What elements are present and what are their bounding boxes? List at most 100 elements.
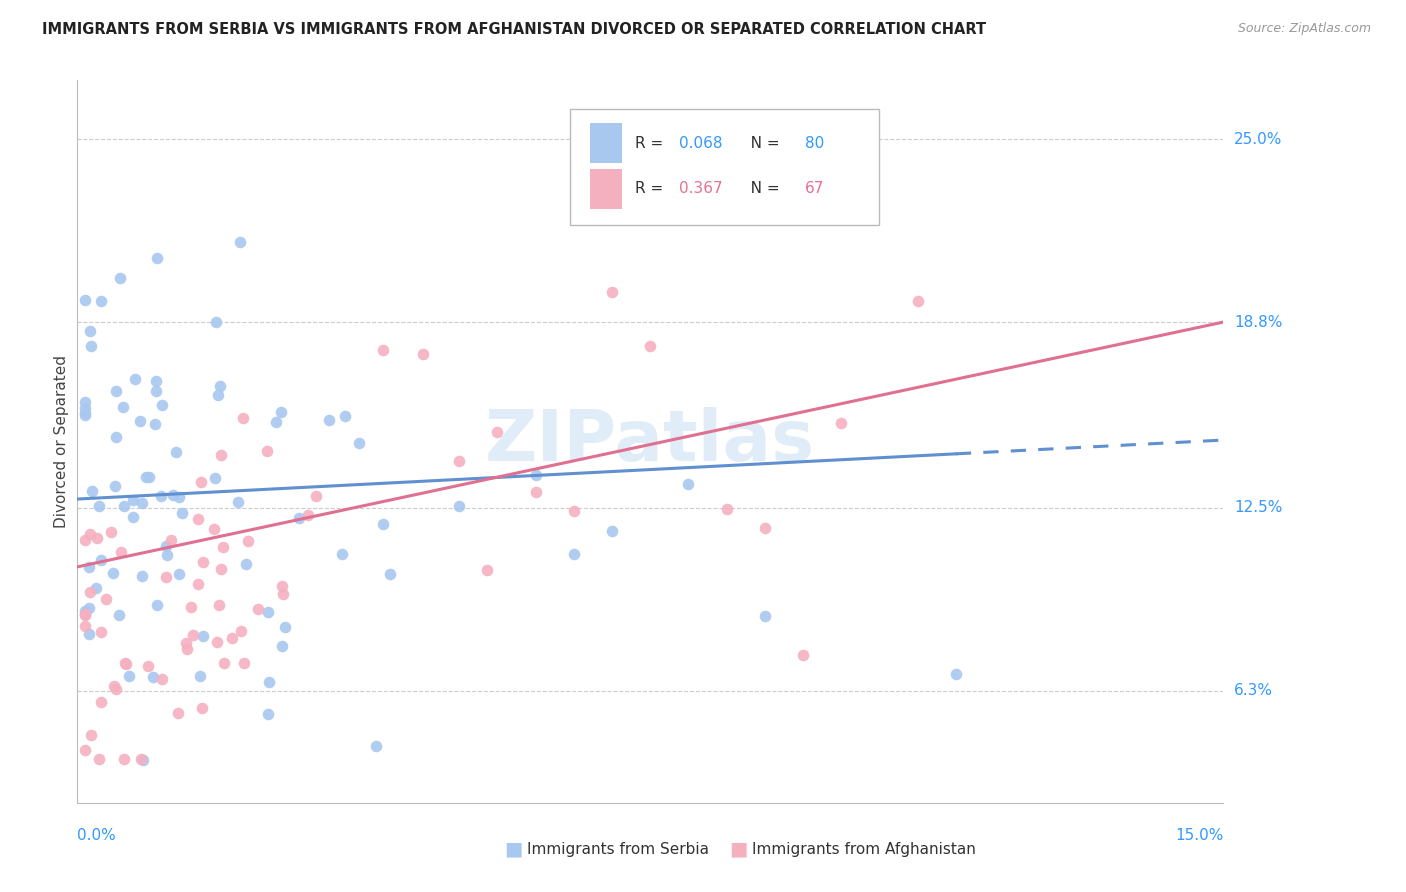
Point [256, 443, 278, 458]
Point [270, 639, 292, 653]
Point [257, 707, 280, 722]
Text: 0.367: 0.367 [679, 181, 723, 196]
Text: 0.068: 0.068 [679, 136, 723, 151]
Point [166, 706, 188, 721]
Point [226, 495, 249, 509]
Point [143, 417, 166, 431]
Point [145, 374, 167, 388]
Point [162, 488, 184, 502]
Point [211, 448, 233, 462]
FancyBboxPatch shape [589, 169, 621, 209]
Point [129, 414, 152, 428]
Point [412, 347, 434, 361]
Point [89, 751, 111, 765]
Text: 0.0%: 0.0% [77, 828, 117, 843]
Point [678, 476, 700, 491]
Point [257, 675, 280, 690]
Point [105, 682, 128, 697]
Point [87, 499, 110, 513]
Text: R =: R = [636, 181, 668, 196]
Point [270, 579, 292, 593]
Point [146, 598, 169, 612]
Text: 15.0%: 15.0% [1175, 828, 1223, 843]
Point [170, 506, 193, 520]
Point [117, 669, 139, 683]
Point [79, 585, 101, 599]
Point [108, 271, 131, 285]
Point [181, 628, 204, 642]
Point [165, 445, 187, 459]
Point [792, 648, 814, 663]
Point [104, 430, 127, 444]
Point [232, 411, 254, 425]
Point [235, 557, 257, 571]
Point [82, 483, 104, 498]
Point [167, 490, 190, 504]
Point [103, 679, 125, 693]
Point [100, 524, 122, 539]
Point [77, 601, 100, 615]
Point [77, 626, 100, 640]
Text: 25.0%: 25.0% [1234, 132, 1282, 147]
Point [136, 659, 159, 673]
Point [156, 548, 179, 562]
Point [562, 504, 585, 518]
Point [90, 553, 112, 567]
Point [112, 500, 135, 514]
Point [73, 408, 96, 422]
Point [131, 753, 153, 767]
Point [231, 624, 253, 638]
Point [191, 629, 214, 643]
Point [208, 598, 231, 612]
Point [236, 534, 259, 549]
Point [155, 539, 177, 553]
Point [73, 604, 96, 618]
Point [205, 634, 228, 648]
Point [124, 372, 146, 386]
Point [600, 524, 623, 539]
Text: N =: N = [737, 181, 785, 196]
Point [94, 592, 117, 607]
Point [152, 673, 174, 687]
Point [562, 547, 585, 561]
Point [101, 566, 124, 580]
Point [150, 489, 173, 503]
Point [167, 566, 190, 581]
Point [347, 435, 370, 450]
Point [104, 479, 127, 493]
Point [176, 642, 198, 657]
Point [449, 454, 471, 468]
Point [146, 252, 169, 266]
Point [73, 293, 96, 307]
Point [79, 527, 101, 541]
Text: Immigrants from Serbia: Immigrants from Serbia [527, 842, 709, 856]
Point [318, 413, 340, 427]
Point [121, 510, 143, 524]
Point [135, 470, 157, 484]
Point [202, 522, 225, 536]
Point [475, 563, 498, 577]
Point [190, 475, 212, 489]
Point [159, 533, 181, 547]
Point [180, 599, 202, 614]
Point [104, 384, 127, 398]
Point [73, 533, 96, 547]
Point [640, 339, 662, 353]
Point [207, 388, 229, 402]
Point [73, 394, 96, 409]
Point [174, 636, 197, 650]
Point [90, 294, 112, 309]
Point [114, 657, 136, 672]
Point [221, 632, 243, 646]
Point [716, 502, 738, 516]
Point [114, 657, 136, 671]
Text: 67: 67 [806, 181, 824, 196]
Y-axis label: Divorced or Separated: Divorced or Separated [53, 355, 69, 528]
Point [73, 607, 96, 622]
Point [191, 700, 214, 714]
Point [754, 521, 776, 535]
Text: R =: R = [636, 136, 668, 151]
Point [270, 405, 292, 419]
Point [209, 378, 232, 392]
Point [449, 499, 471, 513]
